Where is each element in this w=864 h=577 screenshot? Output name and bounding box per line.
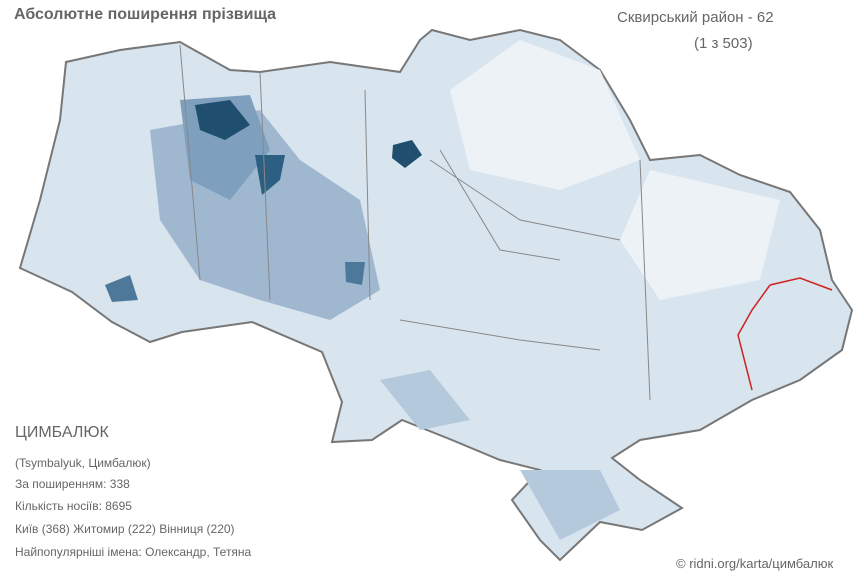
popularity: За поширенням: 338: [15, 477, 130, 491]
country-outline: [18, 28, 854, 562]
carriers: Кількість носіїв: 8695: [15, 499, 132, 513]
area: [195, 100, 250, 140]
area: [620, 170, 780, 300]
area: [105, 275, 138, 302]
surname: ЦИМБАЛЮК: [15, 424, 109, 441]
area: [392, 140, 422, 168]
occupied-line: [737, 277, 833, 391]
area: [345, 262, 365, 285]
region-label: Сквирський район - 62: [617, 9, 774, 26]
cities: Київ (368) Житомир (222) Вінниця (220): [15, 522, 235, 536]
credit: © ridni.org/karta/цимбалюк: [676, 556, 834, 571]
oblast-borders: [179, 44, 651, 401]
popular-names: Найпопулярніші імена: Олександр, Тетяна: [15, 545, 252, 559]
border: [179, 44, 651, 401]
area: [450, 40, 640, 190]
transliteration: (Tsymbalyuk, Цимбалюк): [15, 456, 151, 470]
area: [520, 470, 620, 540]
map-title: Абсолютне поширення прізвища: [14, 6, 277, 23]
area: [380, 370, 470, 430]
area: [255, 155, 285, 195]
rank-label: (1 з 503): [694, 35, 753, 52]
high-density-areas: [105, 40, 780, 540]
